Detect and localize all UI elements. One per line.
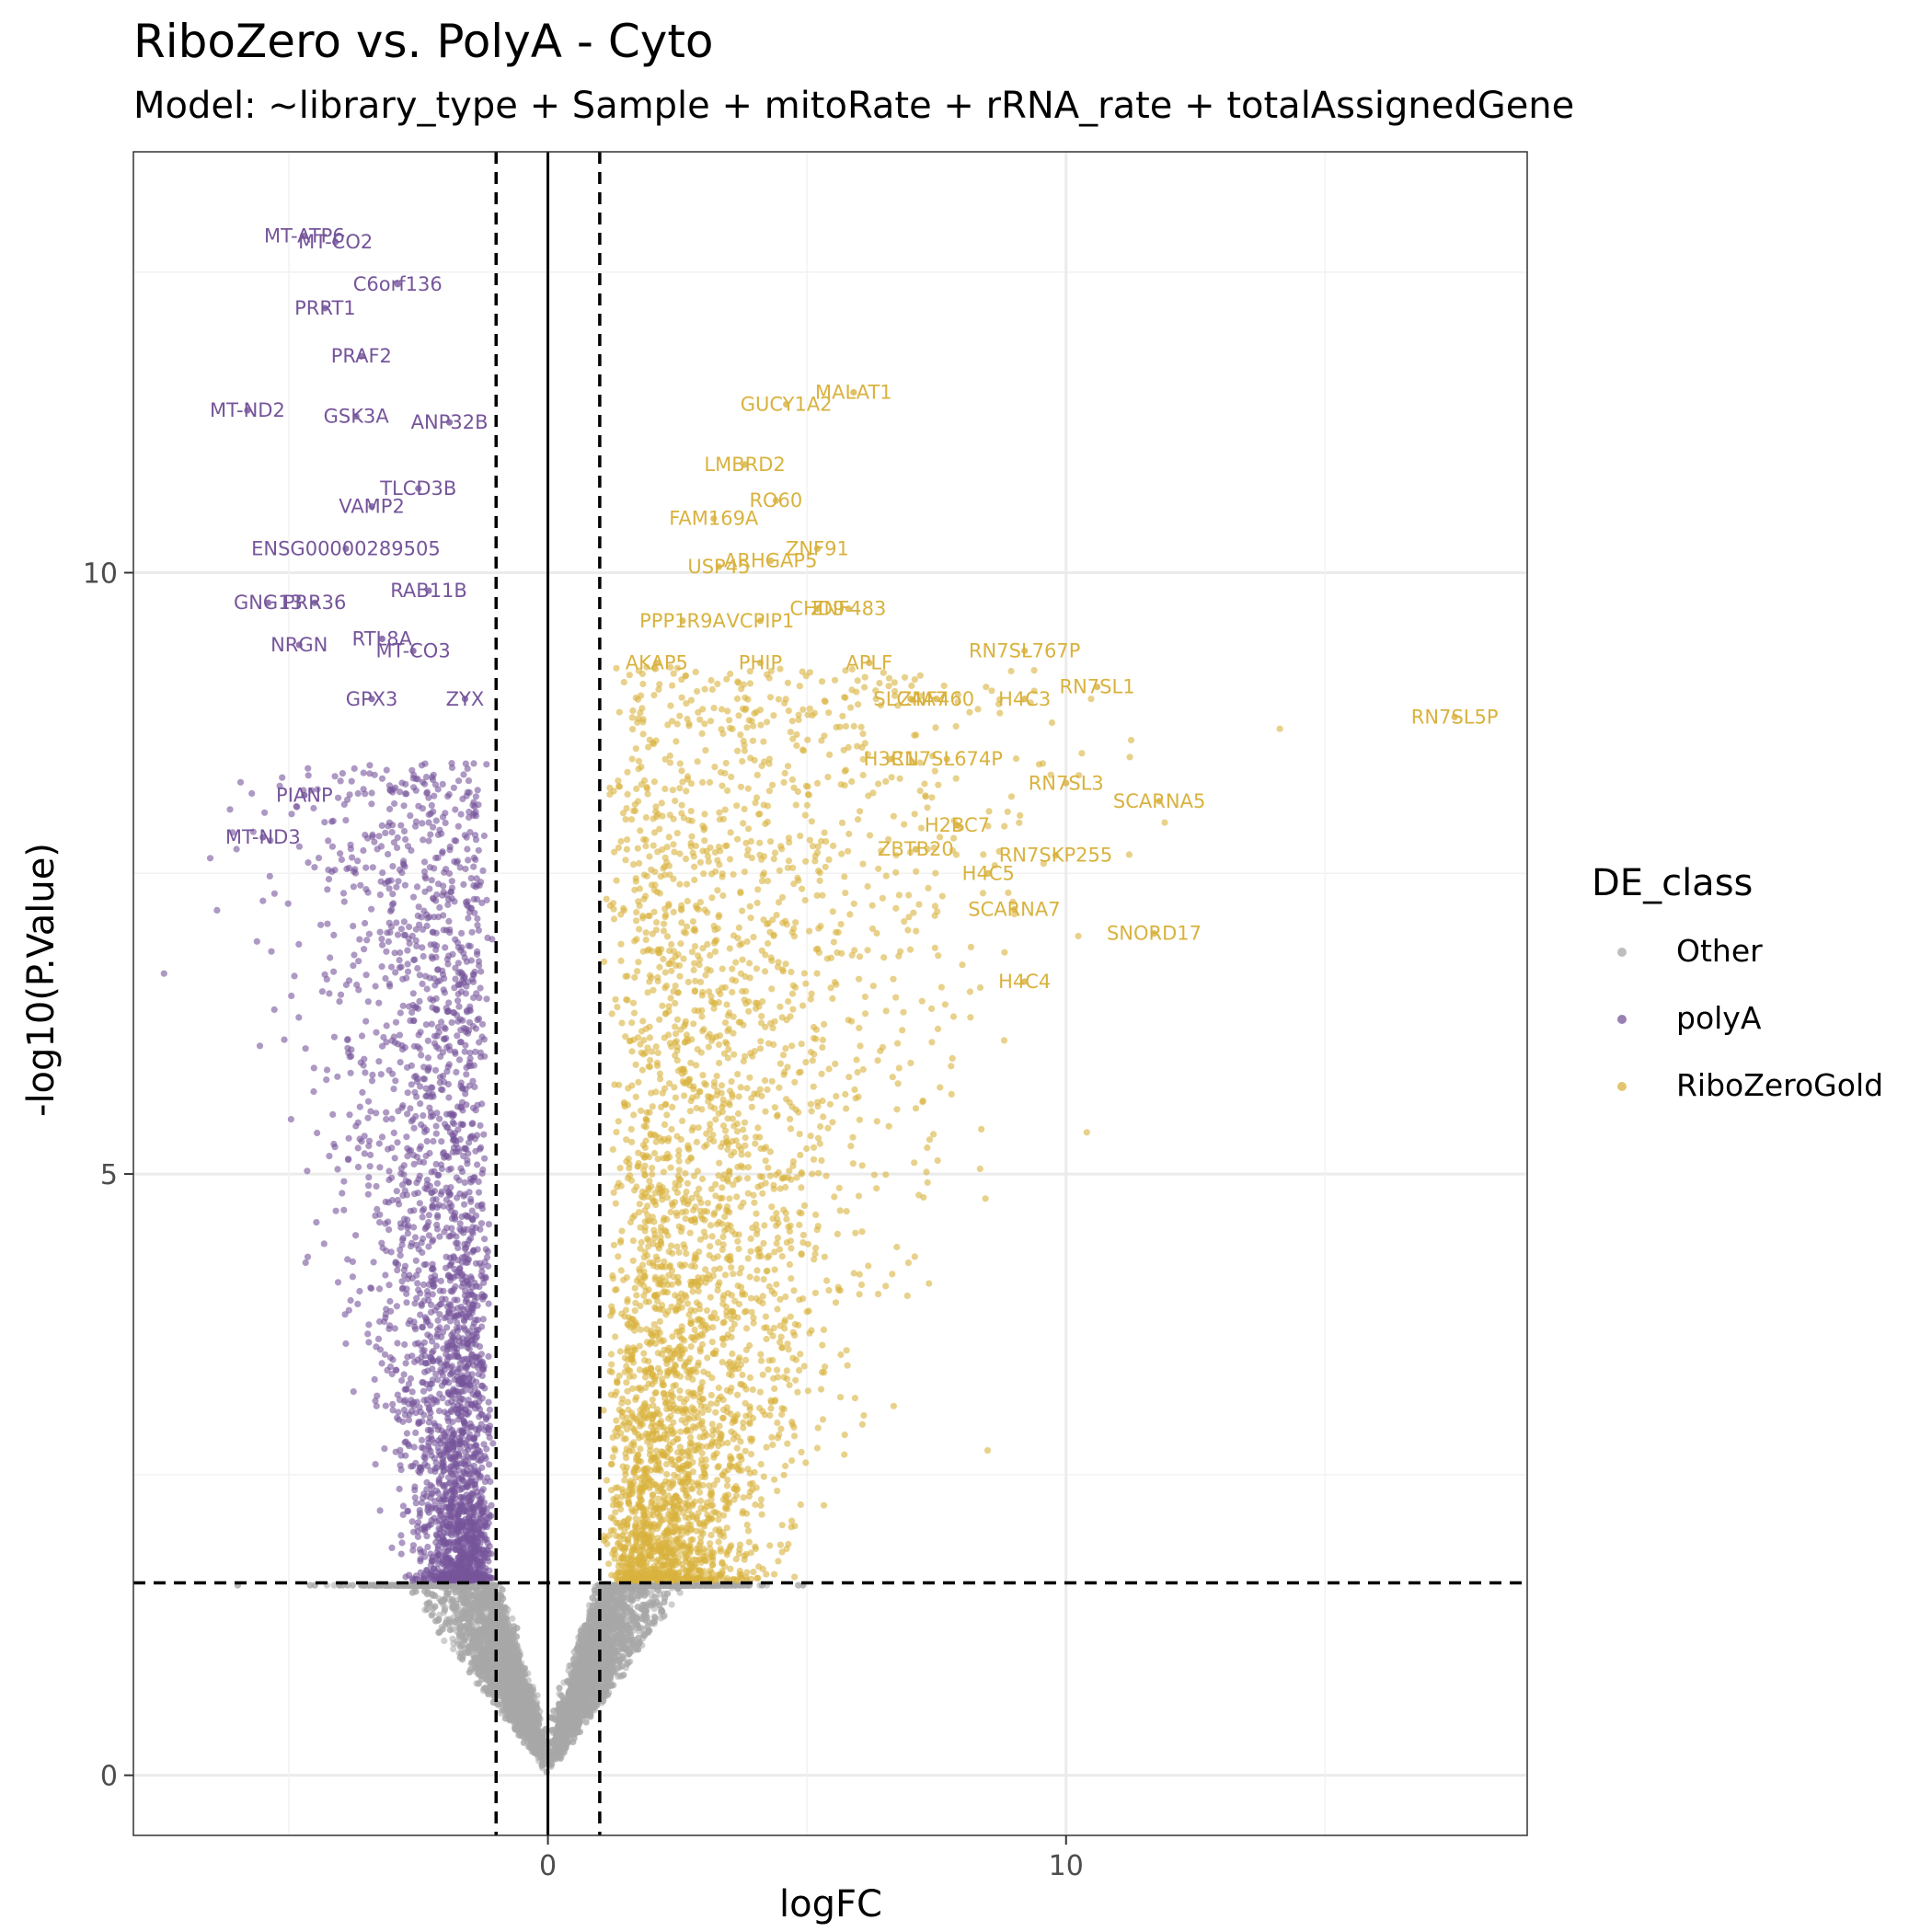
point-other [668, 1601, 675, 1608]
point-other [509, 1615, 516, 1622]
points-other [234, 1581, 807, 1776]
point-other [450, 1645, 457, 1652]
chart-title: RiboZero vs. PolyA - Cyto [133, 15, 714, 68]
chart-subtitle: Model: ~library_type + Sample + mitoRate… [133, 85, 1574, 127]
